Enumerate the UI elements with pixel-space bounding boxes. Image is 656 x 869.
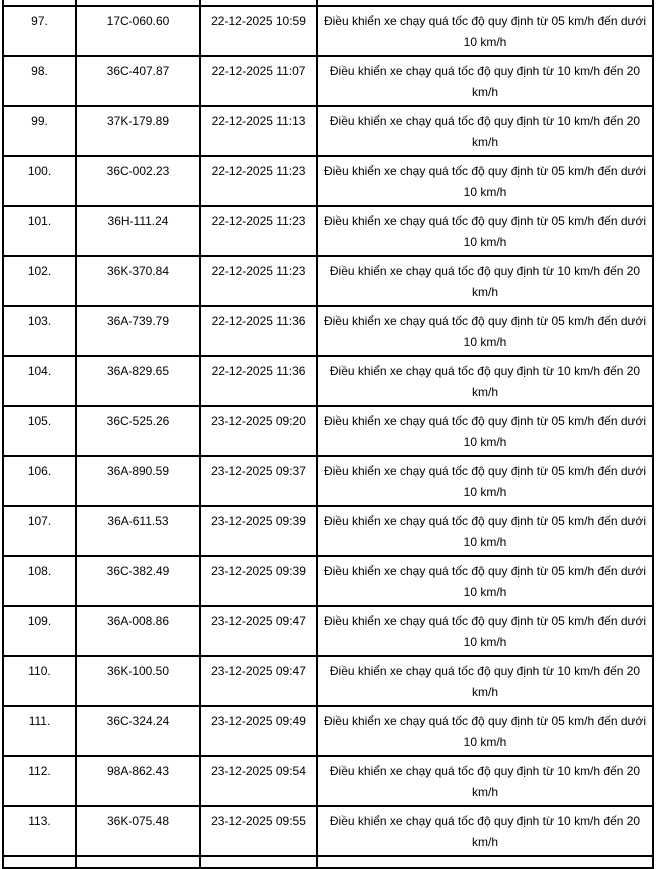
table-row: 105. 36C-525.26 23-12-2025 09:20 Điều khiển… xyxy=(2,405,654,457)
datetime-cell: 23-12-2025 09:37 xyxy=(199,455,318,507)
violation-cell: Điều khiển xe chạy quá tốc độ quy định t… xyxy=(316,55,654,107)
violation-cell xyxy=(316,0,654,7)
violation-cell: Điều khiển xe chạy quá tốc độ quy định t… xyxy=(316,755,654,807)
datetime-cell: 22-12-2025 11:36 xyxy=(199,355,318,407)
row-index-cell: 113. xyxy=(2,805,77,857)
datetime-cell: 22-12-2025 11:23 xyxy=(199,205,318,257)
table-row: 106. 36A-890.59 23-12-2025 09:37 Điều khiển… xyxy=(2,455,654,507)
violation-cell: Điều khiển xe chạy quá tốc độ quy định t… xyxy=(316,805,654,857)
datetime-cell: 23-12-2025 09:20 xyxy=(199,405,318,457)
table-row: 102. 36K-370.84 22-12-2025 11:23 Điều khiển… xyxy=(2,255,654,307)
plate-cell: 36K-100.50 xyxy=(75,655,201,707)
datetime-cell: 23-12-2025 09:49 xyxy=(199,705,318,757)
table-row: 98. 36C-407.87 22-12-2025 11:07 Điều khiển … xyxy=(2,55,654,107)
datetime-cell: 22-12-2025 11:13 xyxy=(199,105,318,157)
table-row: 111. 36C-324.24 23-12-2025 09:49 Điều khiển… xyxy=(2,705,654,757)
row-index-cell: 100. xyxy=(2,155,77,207)
row-index-cell: 99. xyxy=(2,105,77,157)
violation-cell: Điều khiển xe chạy quá tốc độ quy định t… xyxy=(316,155,654,207)
row-index-cell: 112. xyxy=(2,755,77,807)
violation-cell: Điều khiển xe chạy quá tốc độ quy định t… xyxy=(316,655,654,707)
table-row: 107. 36A-611.53 23-12-2025 09:39 Điều khiển… xyxy=(2,505,654,557)
datetime-cell xyxy=(199,0,318,7)
plate-cell xyxy=(75,0,201,7)
table-row: 99. 37K-179.89 22-12-2025 11:13 Điều khiển … xyxy=(2,105,654,157)
datetime-cell: 23-12-2025 09:39 xyxy=(199,505,318,557)
violation-cell: Điều khiển xe chạy quá tốc độ quy định t… xyxy=(316,255,654,307)
row-index-cell: 101. xyxy=(2,205,77,257)
plate-cell: 36A-890.59 xyxy=(75,455,201,507)
table-row: 113. 36K-075.48 23-12-2025 09:55 Điều khiển… xyxy=(2,805,654,857)
row-index-cell: 103. xyxy=(2,305,77,357)
row-index-cell xyxy=(2,0,77,7)
table-row: 104. 36A-829.65 22-12-2025 11:36 Điều khiển… xyxy=(2,355,654,407)
violation-cell: Điều khiển xe chạy quá tốc độ quy định t… xyxy=(316,455,654,507)
plate-cell: 36K-075.48 xyxy=(75,805,201,857)
violation-cell: Điều khiển xe chạy quá tốc độ quy định t… xyxy=(316,305,654,357)
datetime-cell xyxy=(199,855,318,869)
table-row: 108. 36C-382.49 23-12-2025 09:39 Điều khiển… xyxy=(2,555,654,607)
table-row: 103. 36A-739.79 22-12-2025 11:36 Điều khiển… xyxy=(2,305,654,357)
datetime-cell: 23-12-2025 09:55 xyxy=(199,805,318,857)
table-row: 101. 36H-111.24 22-12-2025 11:23 Điều khiển… xyxy=(2,205,654,257)
violation-cell: Điều khiển xe chạy quá tốc độ quy định t… xyxy=(316,105,654,157)
plate-cell: 36H-111.24 xyxy=(75,205,201,257)
plate-cell: 36A-829.65 xyxy=(75,355,201,407)
datetime-cell: 22-12-2025 11:23 xyxy=(199,255,318,307)
datetime-cell: 23-12-2025 09:47 xyxy=(199,655,318,707)
row-index-cell: 97. xyxy=(2,5,77,57)
violation-cell: Điều khiển xe chạy quá tốc độ quy định t… xyxy=(316,605,654,657)
plate-cell: 36A-739.79 xyxy=(75,305,201,357)
datetime-cell: 22-12-2025 10:59 xyxy=(199,5,318,57)
plate-cell: 36C-525.26 xyxy=(75,405,201,457)
plate-cell: 36C-382.49 xyxy=(75,555,201,607)
row-index-cell: 98. xyxy=(2,55,77,107)
plate-cell: 36A-611.53 xyxy=(75,505,201,557)
row-index-cell: 108. xyxy=(2,555,77,607)
table-row-partial-bottom xyxy=(2,855,654,869)
datetime-cell: 22-12-2025 11:36 xyxy=(199,305,318,357)
table-row: 109. 36A-008.86 23-12-2025 09:47 Điều khiển… xyxy=(2,605,654,657)
violation-cell: Điều khiển xe chạy quá tốc độ quy định t… xyxy=(316,5,654,57)
plate-cell: 36K-370.84 xyxy=(75,255,201,307)
table-row: 110. 36K-100.50 23-12-2025 09:47 Điều khiển… xyxy=(2,655,654,707)
table-row: 100. 36C-002.23 22-12-2025 11:23 Điều khiển… xyxy=(2,155,654,207)
row-index-cell: 104. xyxy=(2,355,77,407)
plate-cell: 36A-008.86 xyxy=(75,605,201,657)
row-index-cell: 111. xyxy=(2,705,77,757)
violation-cell: Điều khiển xe chạy quá tốc độ quy định t… xyxy=(316,355,654,407)
plate-cell: 17C-060.60 xyxy=(75,5,201,57)
plate-cell: 36C-407.87 xyxy=(75,55,201,107)
datetime-cell: 23-12-2025 09:54 xyxy=(199,755,318,807)
violation-cell xyxy=(316,855,654,869)
violation-cell: Điều khiển xe chạy quá tốc độ quy định t… xyxy=(316,405,654,457)
row-index-cell: 102. xyxy=(2,255,77,307)
row-index-cell xyxy=(2,855,77,869)
datetime-cell: 23-12-2025 09:39 xyxy=(199,555,318,607)
datetime-cell: 22-12-2025 11:23 xyxy=(199,155,318,207)
violation-cell: Điều khiển xe chạy quá tốc độ quy định t… xyxy=(316,555,654,607)
row-index-cell: 105. xyxy=(2,405,77,457)
table-row: 112. 98A-862.43 23-12-2025 09:54 Điều khiển… xyxy=(2,755,654,807)
violation-cell: Điều khiển xe chạy quá tốc độ quy định t… xyxy=(316,705,654,757)
plate-cell: 98A-862.43 xyxy=(75,755,201,807)
row-index-cell: 106. xyxy=(2,455,77,507)
plate-cell xyxy=(75,855,201,869)
plate-cell: 36C-002.23 xyxy=(75,155,201,207)
row-index-cell: 109. xyxy=(2,605,77,657)
plate-cell: 37K-179.89 xyxy=(75,105,201,157)
row-index-cell: 110. xyxy=(2,655,77,707)
datetime-cell: 23-12-2025 09:47 xyxy=(199,605,318,657)
violation-cell: Điều khiển xe chạy quá tốc độ quy định t… xyxy=(316,505,654,557)
plate-cell: 36C-324.24 xyxy=(75,705,201,757)
table-row-partial-top xyxy=(2,0,654,7)
violation-cell: Điều khiển xe chạy quá tốc độ quy định t… xyxy=(316,205,654,257)
table-row: 97. 17C-060.60 22-12-2025 10:59 Điều khiển … xyxy=(2,5,654,57)
row-index-cell: 107. xyxy=(2,505,77,557)
datetime-cell: 22-12-2025 11:07 xyxy=(199,55,318,107)
